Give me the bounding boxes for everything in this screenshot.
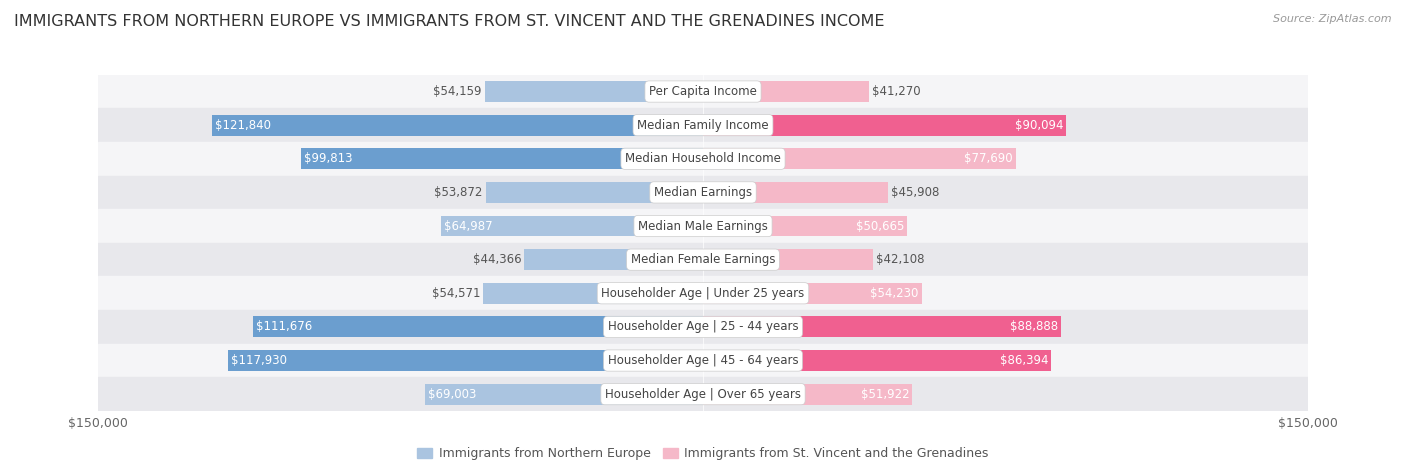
Bar — [98, 108, 1308, 142]
Bar — [98, 209, 1308, 243]
Bar — [703, 149, 1017, 169]
Text: $64,987: $64,987 — [444, 219, 492, 233]
Text: Source: ZipAtlas.com: Source: ZipAtlas.com — [1274, 14, 1392, 24]
Text: $111,676: $111,676 — [256, 320, 312, 333]
Bar — [98, 176, 1308, 209]
Text: Householder Age | Over 65 years: Householder Age | Over 65 years — [605, 388, 801, 401]
Text: $88,888: $88,888 — [1010, 320, 1059, 333]
Text: Householder Age | 25 - 44 years: Householder Age | 25 - 44 years — [607, 320, 799, 333]
Bar — [485, 81, 703, 102]
Text: Householder Age | 45 - 64 years: Householder Age | 45 - 64 years — [607, 354, 799, 367]
Text: $77,690: $77,690 — [965, 152, 1014, 165]
Bar — [98, 142, 1308, 176]
Text: Median Earnings: Median Earnings — [654, 186, 752, 199]
Text: $41,270: $41,270 — [872, 85, 921, 98]
Text: $54,571: $54,571 — [432, 287, 479, 300]
Text: $86,394: $86,394 — [1000, 354, 1049, 367]
Text: Median Male Earnings: Median Male Earnings — [638, 219, 768, 233]
Text: $121,840: $121,840 — [215, 119, 271, 132]
Bar — [524, 249, 703, 270]
Text: $117,930: $117,930 — [231, 354, 287, 367]
Text: $50,665: $50,665 — [856, 219, 904, 233]
Bar — [212, 115, 703, 135]
Bar — [253, 317, 703, 337]
Bar — [703, 115, 1066, 135]
Bar — [98, 377, 1308, 411]
Bar — [703, 81, 869, 102]
Bar — [703, 317, 1062, 337]
Text: Median Female Earnings: Median Female Earnings — [631, 253, 775, 266]
Bar — [703, 182, 889, 203]
Text: IMMIGRANTS FROM NORTHERN EUROPE VS IMMIGRANTS FROM ST. VINCENT AND THE GRENADINE: IMMIGRANTS FROM NORTHERN EUROPE VS IMMIG… — [14, 14, 884, 29]
Bar — [425, 384, 703, 404]
Bar — [98, 75, 1308, 108]
Text: $42,108: $42,108 — [876, 253, 924, 266]
Bar — [98, 310, 1308, 344]
Text: $53,872: $53,872 — [434, 186, 482, 199]
Text: $99,813: $99,813 — [304, 152, 353, 165]
Bar — [301, 149, 703, 169]
Text: Median Household Income: Median Household Income — [626, 152, 780, 165]
Text: Per Capita Income: Per Capita Income — [650, 85, 756, 98]
Bar — [703, 249, 873, 270]
Bar — [486, 182, 703, 203]
Bar — [703, 216, 907, 236]
Bar — [484, 283, 703, 304]
Bar — [703, 283, 921, 304]
Text: $51,922: $51,922 — [860, 388, 910, 401]
Text: $90,094: $90,094 — [1015, 119, 1063, 132]
Text: $69,003: $69,003 — [427, 388, 477, 401]
Bar — [703, 384, 912, 404]
Bar — [98, 276, 1308, 310]
Text: $44,366: $44,366 — [472, 253, 522, 266]
Text: $54,230: $54,230 — [870, 287, 918, 300]
Bar — [703, 350, 1052, 371]
Bar — [98, 344, 1308, 377]
Text: $54,159: $54,159 — [433, 85, 482, 98]
Bar — [98, 243, 1308, 276]
Text: Median Family Income: Median Family Income — [637, 119, 769, 132]
Text: Householder Age | Under 25 years: Householder Age | Under 25 years — [602, 287, 804, 300]
Bar — [228, 350, 703, 371]
Bar — [441, 216, 703, 236]
Legend: Immigrants from Northern Europe, Immigrants from St. Vincent and the Grenadines: Immigrants from Northern Europe, Immigra… — [412, 442, 994, 465]
Text: $45,908: $45,908 — [891, 186, 939, 199]
